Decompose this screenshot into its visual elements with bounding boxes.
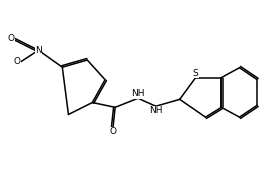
Text: NH: NH xyxy=(131,89,145,98)
Text: S: S xyxy=(193,69,199,78)
Text: NH: NH xyxy=(149,106,163,115)
Text: O: O xyxy=(14,57,21,66)
Text: O: O xyxy=(7,34,14,43)
Text: N: N xyxy=(35,46,42,55)
Text: O: O xyxy=(109,127,117,136)
